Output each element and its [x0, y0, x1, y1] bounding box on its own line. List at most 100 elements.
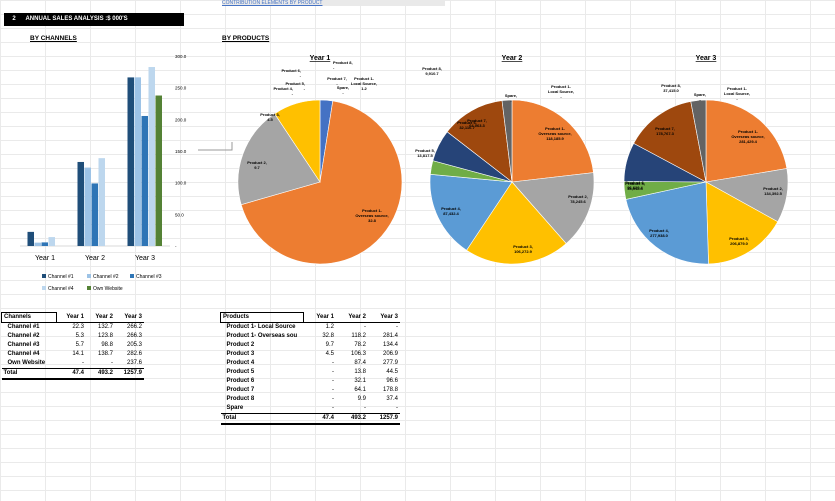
legend-swatch [87, 274, 91, 278]
table-row: Product 1- Overseas sou 32.8 118.2 281.4 [221, 332, 401, 341]
cell-value: 123.8 [97, 333, 113, 339]
cell-value: - [332, 369, 334, 375]
table-row: Product 1- Local Source 1.2 - - [221, 323, 401, 333]
y-tick-label: 250.0 [175, 86, 187, 91]
pie-data-label: Product 8, - [333, 60, 353, 70]
cell-value: 266.2 [126, 324, 142, 330]
cell-value: 138.7 [97, 351, 113, 357]
row-label: Product 3 [226, 351, 255, 357]
pie-data-label: Product 6, 96,620.4 [625, 180, 645, 190]
legend-swatch [130, 274, 134, 278]
y-tick-label: 200.0 [175, 117, 187, 122]
pie-chart-year-3: Year 3 Product 1-Overseas source, 281,429.… [623, 55, 789, 265]
row-label: Product 1- Local Source [226, 324, 296, 330]
row-label: Product 5 [226, 369, 255, 375]
pie-data-label: Product 7, 178,767.3 [655, 126, 675, 136]
contribution-link[interactable]: CONTRIBUTION ELEMENTS BY PRODUCT [222, 0, 445, 6]
total-value: 493.2 [86, 368, 115, 380]
row-label: Spare [226, 405, 244, 411]
pie-slice [274, 99, 321, 183]
cell-value: 281.4 [382, 333, 398, 339]
pie-data-label: Product 4, 277,938.0 [649, 228, 669, 238]
bar [84, 167, 91, 246]
cell-value: - [396, 405, 398, 411]
table-row: Spare - - - [221, 404, 401, 414]
table-header-row: Products Year 1 Year 2 Year 3 [220, 312, 400, 323]
legend-label: Channel #2 [93, 274, 119, 280]
x-tick-label: Year 1 [35, 255, 55, 262]
pie-slice [511, 172, 595, 244]
cell-value: - [111, 360, 113, 366]
column-header: Channels [1, 312, 57, 323]
pie-slice [511, 99, 594, 183]
cell-value: 4.5 [325, 351, 334, 357]
table-row: Product 4 - 87.4 277.9 [221, 359, 401, 368]
pie-chart-year-2: Year 2 Product 1-Overseas source, 118,185.… [415, 55, 595, 265]
cell-value: 87.4 [354, 360, 366, 366]
cell-value: - [332, 387, 334, 393]
row-label: Product 1- Overseas sou [226, 333, 298, 339]
total-label: Total [1, 368, 57, 380]
total-value: 47.4 [56, 368, 86, 380]
pie-data-label: Spare, - [694, 92, 706, 102]
pie-data-label: Product 1-Local Source, 1.2 [351, 76, 377, 91]
y-tick-label: 50.0 [175, 212, 184, 217]
table-row: Product 6 - 32.1 96.6 [221, 377, 401, 386]
table-row: Channel #4 14.1 138.7 282.6 [2, 350, 145, 359]
cell-value: 22.3 [72, 324, 84, 330]
legend-label: Channel #4 [48, 286, 74, 292]
report-title: ANNUAL SALES ANALYSIS :$ 000'S [25, 16, 128, 22]
pie-slice [446, 100, 513, 183]
total-value: 47.4 [303, 413, 336, 425]
cell-value: - [364, 324, 366, 330]
cell-value: 9.9 [357, 396, 366, 402]
pie-data-label: Product 7, - [327, 76, 347, 86]
cell-value: 134.4 [382, 342, 398, 348]
cell-value: 9.7 [325, 342, 334, 348]
pie-data-label: Spare, - [337, 85, 349, 95]
pie-data-label: Product 4, 87,432.4 [441, 206, 461, 216]
cell-value: 1.2 [325, 324, 334, 330]
column-header: Year 2 [86, 312, 115, 323]
y-tick-label: 100.0 [175, 181, 187, 186]
connector-line [198, 142, 233, 151]
row-label: Product 7 [226, 387, 255, 393]
pie-data-label: Product 5, 13,817.5 [415, 148, 435, 158]
pie-data-label: Product 3, 106,272.9 [513, 244, 533, 254]
pie-data-label: Product 2, 134,392.5 [763, 186, 783, 196]
pie-slice [705, 181, 779, 265]
cell-value: - [332, 396, 334, 402]
pie-data-label: Product 8, 37,415.0 [661, 83, 681, 93]
channels-bar-chart: 300.0 250.0 200.0 150.0 100.0 50.0 - Year 1 Year… [20, 54, 187, 292]
legend-label: Channel #3 [136, 274, 162, 280]
cell-value: 132.7 [97, 324, 113, 330]
pie-data-label: Product 2, 9.7 [247, 160, 267, 170]
bar [148, 67, 155, 246]
total-label: Total [220, 413, 304, 425]
legend-label: Channel #1 [48, 274, 74, 280]
pie-title: Year 1 [310, 55, 331, 62]
cell-value: 5.3 [75, 333, 84, 339]
table-row: Own Website - - 237.6 [2, 359, 145, 369]
cell-value: - [332, 360, 334, 366]
table-row: Product 2 9.7 78.2 134.4 [221, 341, 401, 350]
section-by-channels: BY CHANNELS [30, 35, 77, 42]
row-label: Channel #1 [7, 324, 40, 330]
total-row: Total 47.4 493.2 1257.9 [220, 413, 400, 425]
pie-slice [501, 99, 513, 183]
pie-data-label: Product 8, 9,910.7 [422, 66, 442, 76]
row-label: Product 8 [226, 396, 255, 402]
pie-data-label: Product 5, 44,518.4 [625, 181, 645, 191]
pie-data-label: Product 6, 32,116.7 [457, 120, 477, 130]
row-label: Product 6 [226, 378, 255, 384]
cell-value: 178.8 [382, 387, 398, 393]
cell-value: 13.8 [354, 369, 366, 375]
row-label: Product 4 [226, 360, 255, 366]
table-header-row: Channels Year 1 Year 2 Year 3 [1, 312, 144, 323]
pie-data-label: Product 2, 78,245.6 [568, 194, 588, 204]
pie-data-label: Spare, - [505, 93, 517, 103]
table-row: Channel #2 5.3 123.8 266.3 [2, 332, 145, 341]
y-tick-label: - [175, 244, 177, 249]
pie-slice [625, 181, 709, 265]
pie-slice [237, 113, 321, 206]
